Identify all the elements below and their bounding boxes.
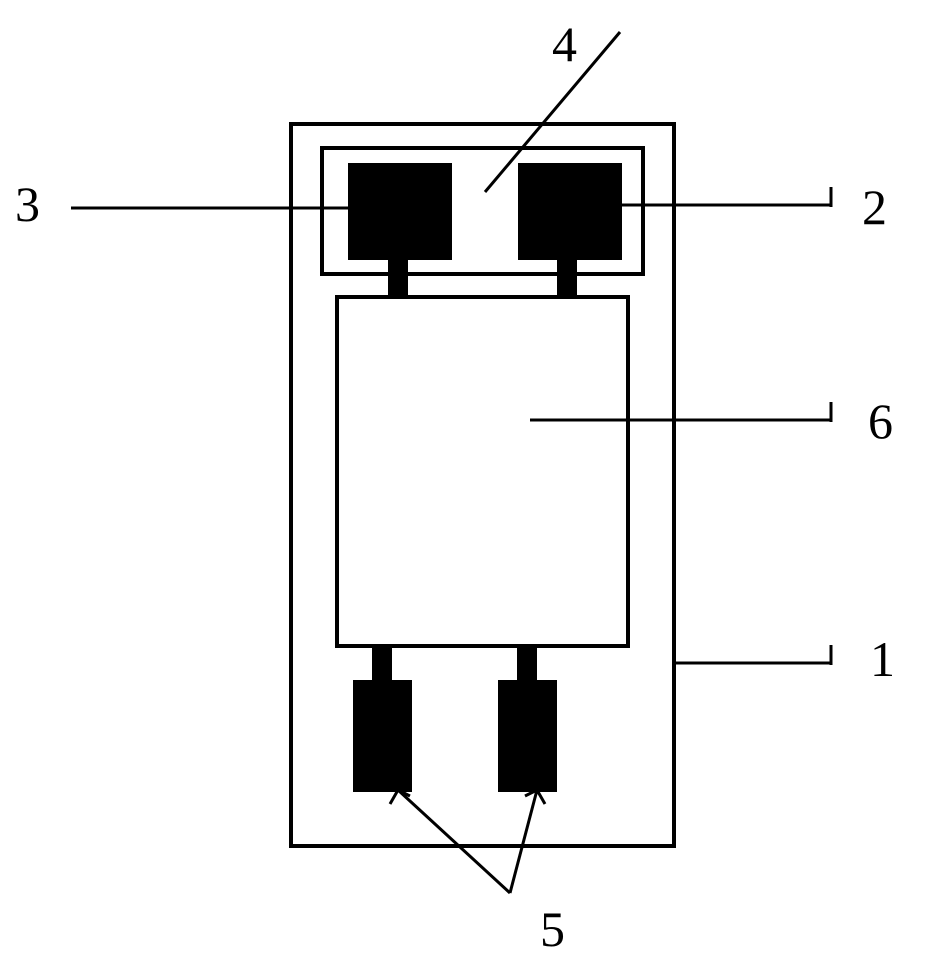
label-1: 1 bbox=[870, 630, 895, 688]
diagram-svg bbox=[0, 0, 952, 958]
label-5: 5 bbox=[540, 900, 565, 958]
bottom-black-right bbox=[500, 682, 555, 790]
bottom-black-left bbox=[355, 682, 410, 790]
label-3: 3 bbox=[15, 175, 40, 233]
label-4: 4 bbox=[552, 15, 577, 73]
top-black-left bbox=[350, 165, 450, 258]
top-black-right bbox=[520, 165, 620, 258]
leader-5-left bbox=[398, 790, 510, 893]
leader-5-right bbox=[510, 790, 537, 893]
label-6: 6 bbox=[868, 392, 893, 450]
label-2: 2 bbox=[862, 178, 887, 236]
diagram-container: 1 2 3 4 5 6 bbox=[0, 0, 952, 958]
big-rect bbox=[337, 297, 628, 646]
